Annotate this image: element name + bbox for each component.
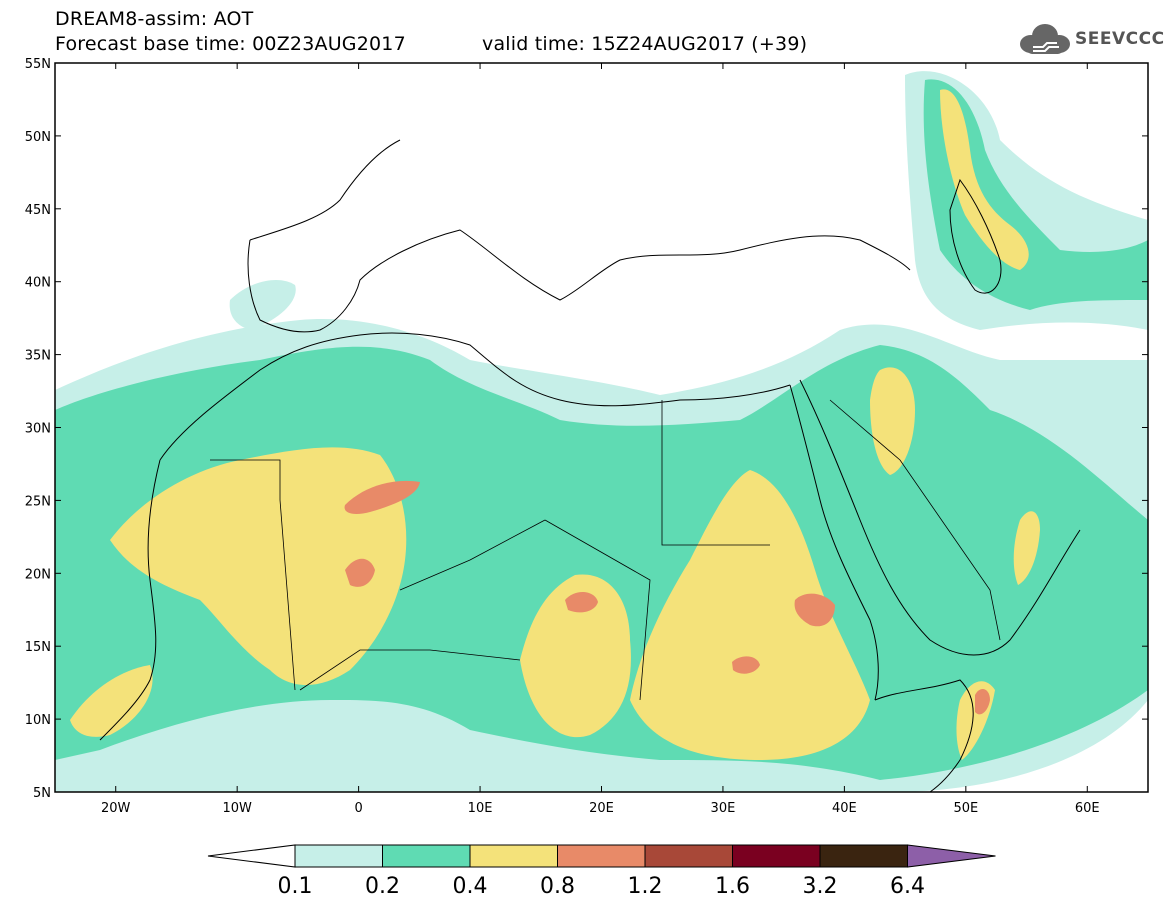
border-mali-mauritania [210, 459, 296, 691]
coastline-north-africa [159, 332, 791, 461]
cloud-icon [1020, 24, 1070, 54]
colorbar-level-label: 0.8 [540, 874, 575, 899]
colorbar-box [819, 844, 908, 868]
colorbar-labels: 0.1 0.2 0.4 0.8 1.2 1.6 3.2 6.4 [278, 874, 926, 899]
coastline-horn [874, 679, 974, 792]
aot-contour-0.8-ethiopia [794, 593, 835, 627]
coastline-arabia [799, 379, 1081, 656]
colorbar-over-arrow [907, 844, 996, 868]
colorbar-level-label: 0.2 [365, 874, 400, 899]
border-libya-egypt [661, 400, 770, 546]
aot-contour-0.8-algeria [344, 480, 420, 514]
colorbar-under-arrow [207, 844, 296, 868]
aot-contour-0.4-caspian [940, 89, 1029, 271]
lat-tick-label: 5N [33, 786, 51, 801]
colorbar-box [732, 844, 821, 868]
product-title: DREAM8-assim: AOT [55, 8, 254, 30]
lat-tick-label: 35N [25, 349, 51, 364]
latitude-axis: 55N 50N 45N 40N 35N 30N 25N 20N 15N 10N 5N [25, 57, 1148, 801]
colorbar-level-label: 6.4 [890, 874, 925, 899]
aot-fields [55, 71, 1148, 792]
aot-contour-0.4-arabia [870, 367, 915, 475]
lon-tick-label: 0 [354, 801, 362, 816]
coastline-west-africa [99, 459, 161, 741]
colorbar-level-label: 0.4 [453, 874, 488, 899]
lon-tick-label: 10W [222, 801, 252, 816]
lon-tick-label: 20W [101, 801, 131, 816]
lat-tick-label: 50N [25, 130, 51, 145]
country-borders [210, 399, 1001, 701]
lon-tick-label: 30E [711, 801, 736, 816]
aot-contour-0.8-mali [345, 558, 375, 587]
lat-tick-label: 25N [25, 494, 51, 509]
longitude-axis: 20W 10W 0 10E 20E 30E 40E 50E 60E [101, 63, 1100, 816]
base-time-label: Forecast base time: 00Z23AUG2017 [55, 33, 406, 55]
lon-tick-label: 40E [832, 801, 857, 816]
aot-contour-0.8-chad [565, 591, 598, 613]
colorbar-box [644, 844, 733, 868]
border-algeria-niger [399, 519, 546, 591]
aot-contour-0.8-sudan [732, 656, 760, 674]
lon-tick-label: 60E [1075, 801, 1100, 816]
lat-tick-label: 55N [25, 57, 51, 72]
border-saudi [829, 399, 1001, 641]
lat-tick-label: 20N [25, 567, 51, 582]
colorbar-boxes [207, 844, 996, 868]
coastline-europe [247, 139, 911, 333]
colorbar-level-label: 1.2 [628, 874, 663, 899]
aot-contour-0.1-iberia [229, 280, 296, 330]
lat-tick-label: 45N [25, 203, 51, 218]
lon-tick-label: 20E [589, 801, 614, 816]
colorbar-level-label: 0.1 [278, 874, 313, 899]
colorbar-box [469, 844, 558, 868]
coastline-red-sea [789, 384, 879, 701]
coastlines [99, 139, 1081, 792]
aot-contour-0.4-chad [520, 574, 631, 738]
lat-tick-label: 40N [25, 276, 51, 291]
aot-contour-0.8-somalia [975, 688, 990, 715]
lat-tick-label: 30N [25, 422, 51, 437]
colorbar-box [382, 844, 471, 868]
lon-tick-label: 50E [953, 801, 978, 816]
colorbar-level-label: 1.6 [715, 874, 750, 899]
lon-tick-label: 10E [468, 801, 493, 816]
aot-contour-0.4-senegal [70, 665, 153, 737]
colorbar-box [557, 844, 646, 868]
border-chad-sudan [544, 519, 651, 701]
coastline-caspian [949, 178, 1002, 294]
logo-text: SEEVCCC [1075, 29, 1165, 49]
aot-contour-0.4-westsahara [110, 447, 407, 685]
aot-contour-0.4-sudan [630, 470, 870, 760]
aot-contour-0.2-caspian [923, 79, 1148, 311]
colorbar-level-label: 3.2 [803, 874, 838, 899]
colorbar-box [294, 844, 383, 868]
lat-tick-label: 10N [25, 713, 51, 728]
border-niger-nigeria [299, 649, 521, 691]
aot-contour-0.4-oman [1013, 511, 1040, 585]
seevccc-logo: SEEVCCC [1017, 20, 1164, 60]
valid-time-label: valid time: 15Z24AUG2017 (+39) [482, 33, 808, 55]
lat-tick-label: 15N [25, 640, 51, 655]
